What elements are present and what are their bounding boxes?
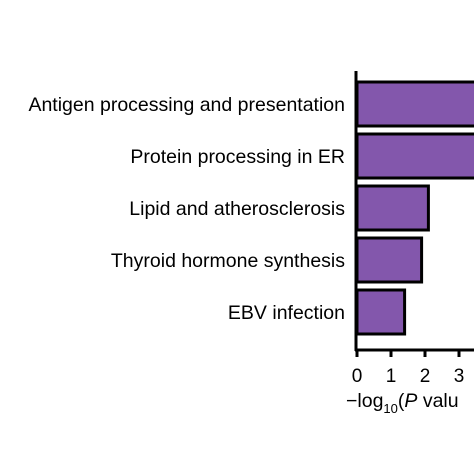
bars	[355, 80, 474, 336]
x-axis-ticks: 0 1 2 3	[352, 350, 465, 387]
x-axis-title: −log10(P valu	[346, 390, 459, 416]
x-tick-label: 2	[420, 366, 431, 387]
category-label: Lipid and atherosclerosis	[129, 198, 345, 220]
category-labels: Antigen processing and presentation Prote…	[28, 94, 345, 324]
category-label: EBV infection	[228, 302, 345, 324]
bar	[355, 132, 474, 180]
x-tick-label: 0	[352, 366, 363, 387]
category-label: Thyroid hormone synthesis	[111, 250, 345, 272]
bar	[355, 80, 474, 128]
x-tick-label: 3	[454, 366, 465, 387]
bar	[355, 236, 424, 284]
category-label: Antigen processing and presentation	[28, 94, 345, 116]
bar	[355, 184, 430, 232]
x-tick-label: 1	[386, 366, 397, 387]
bar	[355, 288, 407, 336]
category-label: Protein processing in ER	[130, 146, 345, 168]
